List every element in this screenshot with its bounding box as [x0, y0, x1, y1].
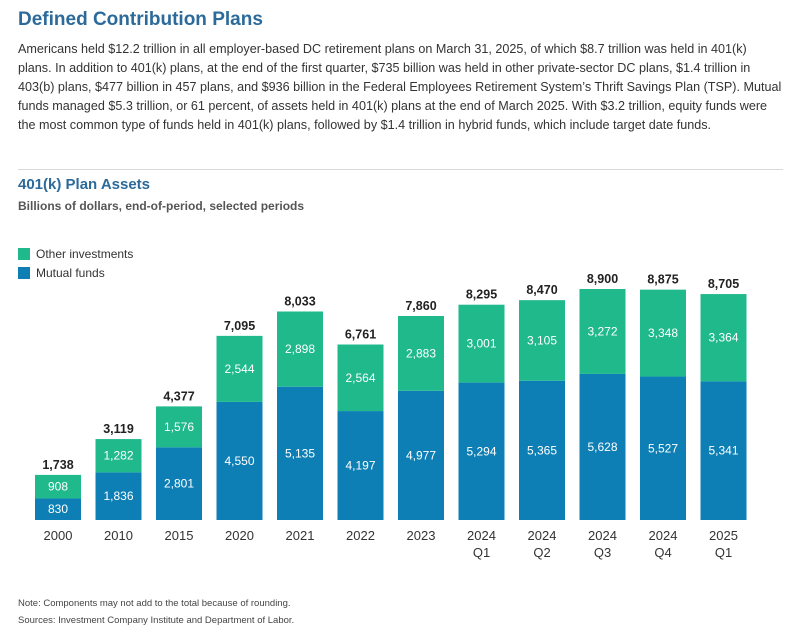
x-tick-label: 2022: [346, 528, 375, 543]
data-label-mutual-funds: 4,197: [345, 459, 375, 473]
x-tick-label: 2010: [104, 528, 133, 543]
bar-mutual-funds: [216, 401, 263, 520]
x-tick-label: 2020: [225, 528, 254, 543]
data-label-other-investments: 3,364: [708, 331, 738, 345]
bar-mutual-funds: [519, 380, 565, 520]
data-label-other-investments: 3,272: [587, 324, 617, 338]
data-label-other-investments: 2,883: [406, 346, 436, 360]
chart-subtitle: Billions of dollars, end-of-period, sele…: [18, 199, 305, 213]
data-label-mutual-funds: 5,294: [466, 444, 496, 458]
legend: Other investments Mutual funds: [18, 244, 133, 282]
intro-paragraph: Americans held $12.2 trillion in all emp…: [18, 42, 782, 132]
x-tick-label: 2015: [165, 528, 194, 543]
bar-other-investments: [35, 474, 81, 499]
chart-title: 401(k) Plan Assets: [18, 176, 151, 193]
total-label: 4,377: [163, 389, 194, 403]
legend-item-mutual-funds: Mutual funds: [18, 263, 133, 282]
bar-other-investments: [216, 335, 263, 402]
total-label: 3,119: [103, 422, 134, 436]
divider: [18, 169, 783, 170]
data-label-mutual-funds: 5,527: [648, 441, 678, 455]
chart-source: Sources: Investment Company Institute an…: [18, 615, 295, 626]
x-tick-label: 2024: [588, 528, 617, 543]
data-label-other-investments: 3,105: [527, 333, 557, 347]
x-tick-label: 2024: [528, 528, 557, 543]
x-tick-label: 2024: [649, 528, 678, 543]
bar-other-investments: [579, 289, 626, 374]
data-label-other-investments: 2,898: [285, 342, 315, 356]
bar-mutual-funds: [458, 382, 505, 520]
total-label: 8,033: [284, 295, 315, 309]
data-label-mutual-funds: 4,977: [406, 448, 436, 462]
x-tick-label: Q1: [715, 545, 732, 560]
bar-other-investments: [337, 344, 384, 412]
x-tick-label: Q4: [654, 545, 671, 560]
data-label-mutual-funds: 5,628: [587, 440, 617, 454]
x-tick-label: Q2: [533, 545, 550, 560]
x-tick-label: 2023: [407, 528, 436, 543]
legend-item-other-investments: Other investments: [18, 244, 133, 263]
x-tick-label: Q3: [594, 545, 611, 560]
total-label: 8,295: [466, 288, 497, 302]
data-label-other-investments: 1,576: [164, 420, 194, 434]
bar-other-investments: [398, 315, 444, 391]
data-label-other-investments: 3,001: [466, 337, 496, 351]
data-label-other-investments: 2,544: [224, 362, 254, 376]
x-tick-label: 2021: [286, 528, 315, 543]
bar-mutual-funds: [95, 472, 142, 520]
legend-label-other-investments: Other investments: [36, 246, 134, 261]
x-tick-label: Q1: [473, 545, 490, 560]
total-label: 1,738: [42, 458, 73, 472]
page-title: Defined Contribution Plans: [18, 9, 263, 30]
data-label-mutual-funds: 830: [48, 502, 68, 516]
data-label-other-investments: 2,564: [345, 371, 375, 385]
bar-other-investments: [640, 289, 686, 377]
legend-label-mutual-funds: Mutual funds: [36, 265, 105, 280]
bar-other-investments: [519, 300, 565, 381]
total-label: 8,875: [647, 273, 678, 287]
data-label-mutual-funds: 4,550: [224, 454, 254, 468]
data-label-mutual-funds: 5,135: [285, 446, 315, 460]
bar-other-investments: [156, 406, 202, 448]
data-label-mutual-funds: 1,836: [103, 489, 133, 503]
data-label-other-investments: 908: [48, 480, 68, 494]
bar-other-investments: [277, 311, 323, 387]
data-label-other-investments: 3,348: [648, 326, 678, 340]
x-tick-label: 2000: [44, 528, 73, 543]
total-label: 8,705: [708, 277, 739, 291]
legend-swatch-mutual-funds: [18, 266, 30, 279]
bar-mutual-funds: [277, 386, 323, 520]
bar-other-investments: [95, 439, 142, 473]
bar-mutual-funds: [35, 498, 81, 520]
total-label: 7,095: [224, 319, 255, 333]
bar-mutual-funds: [579, 373, 626, 520]
data-label-mutual-funds: 2,801: [164, 477, 194, 491]
bar-mutual-funds: [398, 390, 444, 520]
total-label: 6,761: [345, 328, 376, 342]
total-label: 8,900: [587, 272, 618, 286]
total-label: 7,860: [405, 299, 436, 313]
bar-mutual-funds: [640, 376, 686, 520]
bar-other-investments: [458, 304, 505, 383]
x-tick-label: 2025: [709, 528, 738, 543]
legend-swatch-other-investments: [18, 247, 30, 260]
data-label-mutual-funds: 5,341: [708, 444, 738, 458]
chart-note: Note: Components may not add to the tota…: [18, 598, 291, 609]
total-label: 8,470: [526, 283, 557, 297]
data-label-mutual-funds: 5,365: [527, 443, 557, 457]
bar-mutual-funds: [156, 447, 202, 520]
data-label-other-investments: 1,282: [103, 449, 133, 463]
x-tick-label: 2024: [467, 528, 496, 543]
bar-mutual-funds: [700, 381, 747, 520]
bar-mutual-funds: [337, 411, 384, 520]
bar-other-investments: [700, 294, 747, 382]
